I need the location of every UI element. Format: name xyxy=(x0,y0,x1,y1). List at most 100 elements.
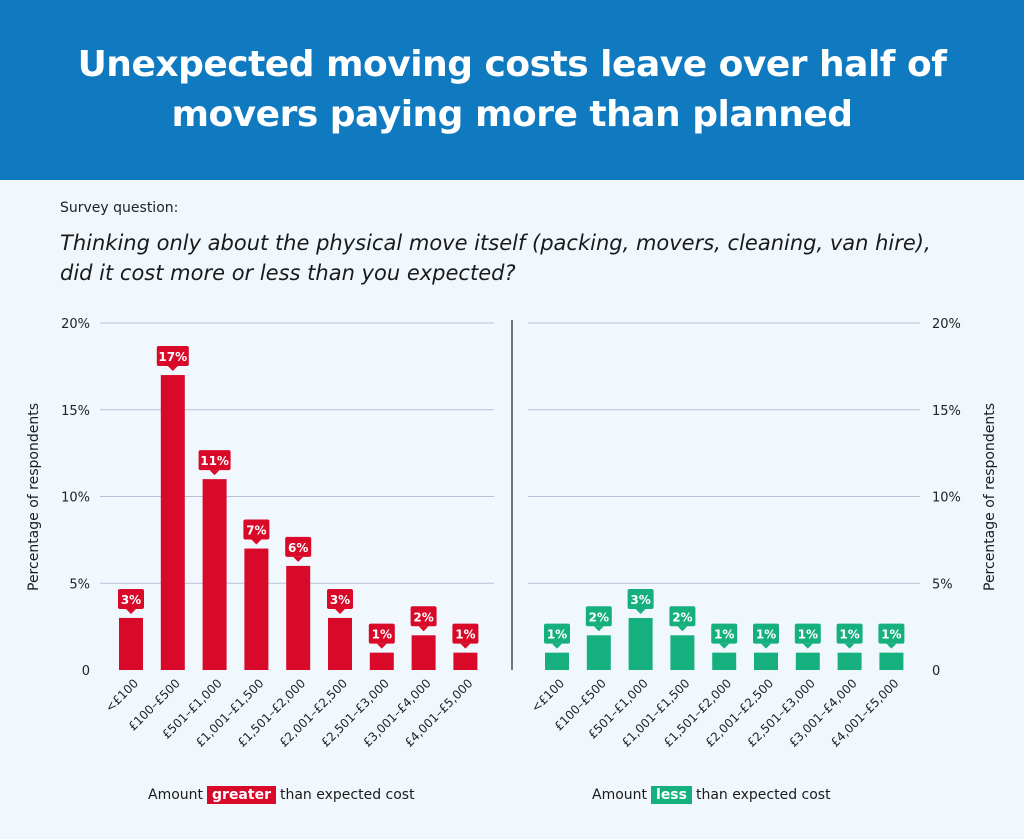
survey-question: Thinking only about the physical move it… xyxy=(60,231,931,285)
bar xyxy=(244,548,269,670)
bar xyxy=(795,652,820,670)
bar xyxy=(119,617,143,670)
data-label: 3% xyxy=(630,593,650,607)
bar xyxy=(754,652,778,670)
data-label-badge xyxy=(243,519,270,540)
data-label-pointer xyxy=(167,366,178,372)
data-label: 1% xyxy=(798,628,818,642)
data-label-pointer xyxy=(251,539,262,545)
data-label-pointer xyxy=(209,470,220,476)
y-tick-label: 15% xyxy=(61,404,90,419)
data-label-pointer xyxy=(761,643,771,649)
data-label-pointer xyxy=(719,643,730,649)
survey-label: Survey question: xyxy=(60,200,179,216)
data-label-badge xyxy=(156,346,189,367)
chart-panel-left: 0 5% 10% 15% 20% Percentage of respondents 3% <… xyxy=(26,317,494,750)
data-label: 1% xyxy=(455,628,475,642)
y-tick-label: 10% xyxy=(932,491,961,506)
bar xyxy=(712,652,737,670)
data-label-pointer xyxy=(593,626,604,632)
data-label-badge xyxy=(452,623,479,644)
bar xyxy=(202,479,227,670)
page-title: Unexpected moving costs leave over half … xyxy=(77,44,947,135)
x-axis-caption-prefix: Amount xyxy=(592,787,648,803)
x-axis-caption-suffix: than expected cost xyxy=(279,787,415,803)
data-label-pointer xyxy=(460,643,471,649)
data-label: 2% xyxy=(672,610,692,624)
data-label: 1% xyxy=(372,628,392,642)
data-label: 2% xyxy=(589,610,609,624)
greater-highlight-badge: greater xyxy=(207,786,276,804)
data-label-badge xyxy=(198,450,231,471)
data-label-pointer xyxy=(635,608,646,614)
data-label-pointer xyxy=(293,556,304,562)
y-tick-label: 20% xyxy=(61,317,90,332)
data-label-pointer xyxy=(844,643,855,649)
y-tick-label: 10% xyxy=(61,491,90,506)
data-label-badge xyxy=(585,606,612,627)
y-tick-label: 15% xyxy=(932,404,961,419)
bar xyxy=(369,652,394,670)
x-axis-caption-prefix: Amount xyxy=(148,787,204,803)
data-label-badge xyxy=(753,623,779,644)
data-label: 1% xyxy=(881,628,901,642)
y-axis-label: Percentage of respondents xyxy=(982,403,998,591)
data-label: 1% xyxy=(714,628,734,642)
data-label: 1% xyxy=(547,628,567,642)
data-label-badge xyxy=(836,623,863,644)
bar xyxy=(670,635,695,670)
bar xyxy=(545,652,569,670)
data-label: 17% xyxy=(158,350,187,364)
chart-panel-right: 0 5% 10% 15% 20% Percentage of respondents 1% <… xyxy=(528,317,998,750)
data-label-badge xyxy=(669,606,696,627)
header-banner: Unexpected moving costs leave over half … xyxy=(0,0,1024,180)
data-label-badge xyxy=(118,588,144,609)
bar xyxy=(160,375,185,670)
data-label-badge xyxy=(627,588,654,609)
data-label-badge xyxy=(794,623,821,644)
bar xyxy=(586,635,611,670)
data-label: 2% xyxy=(413,610,433,624)
data-label-badge xyxy=(410,606,437,627)
data-label-pointer xyxy=(802,643,813,649)
y-tick-label: 0 xyxy=(82,664,90,679)
y-tick-label: 5% xyxy=(932,577,953,592)
data-label-pointer xyxy=(886,643,897,649)
data-label: 3% xyxy=(330,593,350,607)
data-label-pointer xyxy=(376,643,387,649)
bar xyxy=(411,635,436,670)
data-label: 11% xyxy=(200,454,229,468)
bar xyxy=(628,617,653,670)
data-label-badge xyxy=(544,623,570,644)
y-tick-label: 5% xyxy=(69,577,90,592)
x-axis-caption-less: Amount less than expected cost xyxy=(592,786,831,804)
data-label-badge xyxy=(285,536,312,557)
bar xyxy=(286,565,311,670)
y-tick-label: 0 xyxy=(932,664,940,679)
y-tick-label: 20% xyxy=(932,317,961,332)
data-label-badge xyxy=(878,623,905,644)
data-label-pointer xyxy=(552,643,562,649)
x-axis-caption-suffix: than expected cost xyxy=(695,787,831,803)
bar xyxy=(453,652,478,670)
data-label-badge xyxy=(368,623,395,644)
data-label-pointer xyxy=(677,626,688,632)
data-label-badge xyxy=(711,623,738,644)
less-highlight-badge: less xyxy=(651,786,692,804)
data-label-pointer xyxy=(335,608,345,614)
x-tick-label: <£100 xyxy=(529,676,568,715)
bar xyxy=(328,617,352,670)
data-label: 7% xyxy=(246,524,266,538)
data-label: 1% xyxy=(756,628,776,642)
data-label: 1% xyxy=(839,628,859,642)
bar xyxy=(879,652,904,670)
data-label-pointer xyxy=(418,626,429,632)
x-tick-label: <£100 xyxy=(103,676,142,715)
y-axis-label: Percentage of respondents xyxy=(26,403,42,591)
data-label: 6% xyxy=(288,541,308,555)
data-label-pointer xyxy=(126,608,136,614)
x-axis-caption-greater: Amount greater than expected cost xyxy=(148,786,415,804)
data-label-badge xyxy=(327,588,353,609)
bar xyxy=(837,652,862,670)
